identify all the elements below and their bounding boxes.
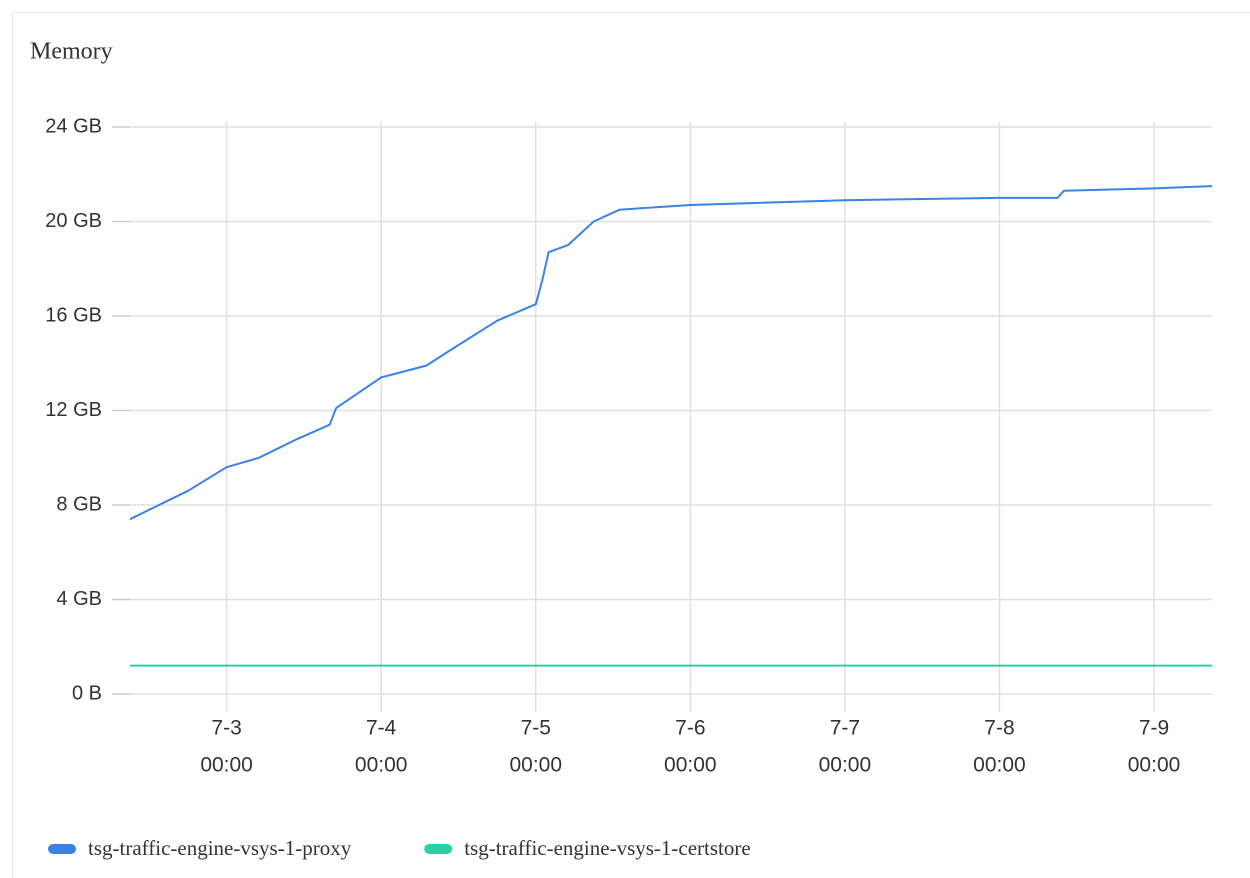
x-tick-label: 7-9 <box>1139 717 1169 740</box>
legend-item[interactable]: tsg-traffic-engine-vsys-1-certstore <box>424 836 751 860</box>
legend-swatch <box>424 844 453 854</box>
x-tick-label: 00:00 <box>200 754 253 777</box>
legend-label: tsg-traffic-engine-vsys-1-certstore <box>464 836 751 860</box>
x-tick-label: 00:00 <box>355 754 408 777</box>
y-tick-label: 16 GB <box>45 304 102 326</box>
x-tick-label: 00:00 <box>973 754 1026 777</box>
x-tick-label: 7-4 <box>366 717 397 740</box>
series-line <box>129 185 1213 521</box>
chart-title: Memory <box>30 39 113 65</box>
x-tick-label: 00:00 <box>819 754 872 777</box>
y-tick-label: 20 GB <box>45 210 102 232</box>
x-tick-label: 00:00 <box>664 754 717 777</box>
y-tick-label: 0 B <box>72 682 102 704</box>
card <box>12 12 1250 878</box>
y-tick-label: 24 GB <box>45 115 102 137</box>
y-tick-label: 8 GB <box>56 493 102 515</box>
y-tick-label: 4 GB <box>56 588 102 610</box>
x-tick-label: 00:00 <box>1128 754 1181 777</box>
x-tick-label: 7-6 <box>675 717 705 740</box>
y-tick-label: 12 GB <box>45 399 102 421</box>
legend-item[interactable]: tsg-traffic-engine-vsys-1-proxy <box>48 836 352 860</box>
x-tick-label: 00:00 <box>509 754 562 777</box>
legend-swatch <box>48 844 76 854</box>
x-tick-label: 7-8 <box>984 717 1014 740</box>
x-tick-label: 7-7 <box>830 717 860 740</box>
legend-label: tsg-traffic-engine-vsys-1-proxy <box>88 836 352 860</box>
x-tick-label: 7-5 <box>521 717 551 740</box>
x-tick-label: 7-3 <box>211 717 241 740</box>
